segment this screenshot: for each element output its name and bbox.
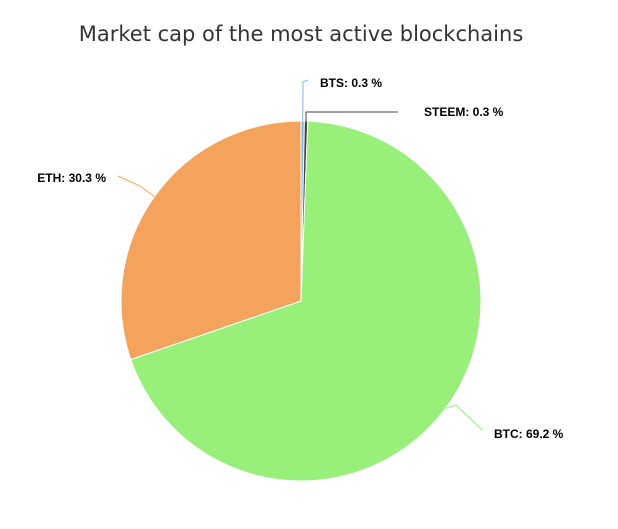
- pie-labels: BTS: 0.3 % STEEM: 0.3 % BTC: 69.2 % ETH: 30…: [37, 76, 563, 441]
- connector-bts: [302, 79, 309, 122]
- data-label-bts: BTS: 0.3 %: [320, 76, 382, 90]
- data-label-steem: STEEM: 0.3 %: [424, 105, 504, 119]
- connector-eth: [117, 175, 155, 197]
- chart-title: Market cap of the most active blockchain…: [78, 22, 524, 46]
- connector-btc: [445, 404, 483, 431]
- data-label-eth: ETH: 30.3 %: [37, 171, 106, 185]
- connector-steem: [305, 111, 398, 125]
- pie-slices: [120, 120, 482, 482]
- pie-slice-eth[interactable]: [120, 120, 302, 361]
- data-label-btc: BTC: 69.2 %: [494, 427, 564, 441]
